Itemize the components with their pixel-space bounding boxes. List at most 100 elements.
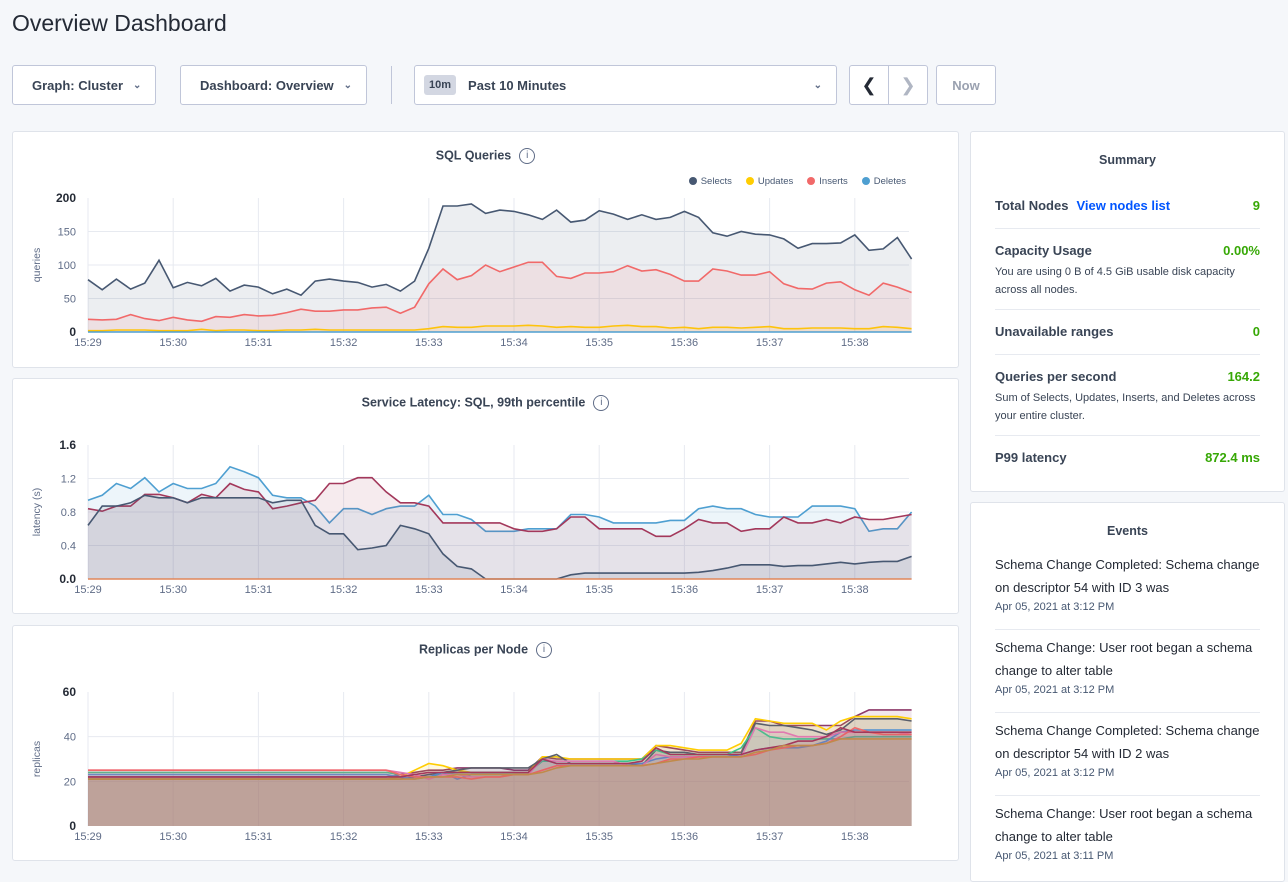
summary-total-nodes: Total Nodes View nodes list 9 — [995, 198, 1260, 213]
dashboard-select-label: Dashboard: Overview — [200, 77, 334, 93]
info-icon[interactable]: i — [593, 395, 610, 411]
chevron-down-icon: ⌄ — [133, 79, 142, 91]
series-area-selects — [88, 204, 912, 332]
value: 9 — [1252, 198, 1260, 213]
label: Total Nodes — [995, 198, 1069, 213]
x-tick-label: 15:38 — [841, 831, 869, 843]
x-tick-label: 15:29 — [74, 337, 102, 349]
x-tick-label: 15:37 — [756, 337, 784, 349]
description: Sum of Selects, Updates, Inserts, and De… — [995, 392, 1256, 422]
x-tick-label: 15:34 — [500, 584, 528, 596]
x-tick-label: 15:36 — [671, 584, 699, 596]
sql-queries-plot: 15:29 15:30 15:31 15:32 15:33 15:34 15:35 15:36… — [31, 191, 913, 349]
chart-title-text: Replicas per Node — [418, 642, 529, 657]
toolbar-divider — [391, 66, 392, 104]
value: 164.2 — [1227, 369, 1260, 384]
chart-legend: Selects Updates Inserts Deletes — [688, 176, 906, 187]
series-area-inserts — [88, 262, 912, 332]
y-tick-label: 0.0 — [59, 572, 76, 586]
series-area-1 — [88, 477, 912, 579]
value: 0 — [1252, 324, 1260, 339]
series-line-selects — [87, 203, 913, 297]
series-area-0 — [88, 466, 912, 579]
series-area-8 — [88, 738, 912, 826]
legend-item-updates: Updates — [745, 176, 793, 187]
summary-capacity: Capacity Usage 0.00% You are using 0 B of … — [995, 243, 1260, 299]
event-item[interactable]: Schema Change Completed: Schema change o… — [995, 719, 1260, 781]
divider — [995, 435, 1260, 436]
info-icon[interactable]: i — [519, 148, 536, 164]
divider — [995, 228, 1260, 229]
events-panel: Events Schema Change Completed: Schema c… — [970, 502, 1285, 882]
event-item[interactable]: Schema Change Completed: Schema change o… — [995, 553, 1260, 615]
x-tick-label: 15:30 — [159, 831, 187, 843]
label: Capacity Usage — [995, 243, 1092, 258]
prev-time-button[interactable]: ❮ — [849, 65, 889, 105]
y-tick-label: 100 — [58, 260, 76, 272]
x-tick-label: 15:34 — [500, 831, 528, 843]
value: 872.4 ms — [1205, 450, 1260, 465]
now-button[interactable]: Now — [936, 65, 996, 105]
view-nodes-link[interactable]: View nodes list — [1076, 198, 1171, 213]
dashboard-select[interactable]: Dashboard: Overview ⌄ — [180, 65, 367, 105]
x-tick-label: 15:30 — [159, 584, 187, 596]
y-axis-label: queries — [31, 248, 43, 282]
x-tick-label: 15:33 — [415, 831, 443, 843]
event-time: Apr 05, 2021 at 3:11 PM — [995, 850, 1114, 862]
y-tick-label: 40 — [64, 732, 76, 744]
events-title: Events — [1107, 524, 1148, 538]
event-time: Apr 05, 2021 at 3:12 PM — [995, 684, 1115, 696]
y-tick-label: 0.8 — [61, 507, 76, 519]
divider — [995, 712, 1260, 713]
divider — [995, 629, 1260, 630]
series-line-0 — [87, 465, 913, 533]
series-area-2 — [88, 495, 912, 579]
x-tick-label: 15:32 — [330, 337, 358, 349]
x-tick-label: 15:31 — [245, 831, 273, 843]
x-tick-label: 15:31 — [245, 584, 273, 596]
y-tick-label: 1.6 — [59, 438, 76, 452]
sql-queries-chart: 15:29 15:30 15:31 15:32 15:33 15:34 15:35 15:36… — [12, 131, 959, 368]
description: You are using 0 B of 4.5 GiB usable disk… — [995, 266, 1235, 296]
series-line-8 — [88, 738, 912, 780]
y-tick-label: 150 — [58, 227, 76, 239]
graph-select[interactable]: Graph: Cluster ⌄ — [12, 65, 156, 105]
series-area-5 — [88, 727, 912, 826]
next-time-button[interactable]: ❯ — [888, 65, 928, 105]
y-tick-label: 200 — [56, 191, 76, 205]
y-tick-label: 0 — [69, 325, 76, 339]
event-text: Schema Change: User root began a schema … — [995, 806, 1253, 844]
legend-dot — [745, 177, 754, 185]
divider — [995, 354, 1260, 355]
chart-title: Replicas per Node i — [13, 642, 958, 658]
chart-title: SQL Queries i — [13, 148, 958, 164]
series-line-inserts — [87, 261, 912, 323]
series-line-7 — [88, 726, 912, 778]
x-tick-label: 15:29 — [74, 831, 102, 843]
x-tick-label: 15:32 — [330, 831, 358, 843]
chevron-down-icon: ⌄ — [343, 79, 353, 91]
y-tick-label: 50 — [64, 294, 76, 306]
x-tick-label: 15:38 — [841, 337, 869, 349]
x-tick-label: 15:34 — [500, 337, 528, 349]
x-tick-label: 15:35 — [585, 831, 613, 843]
legend-item-inserts: Inserts — [807, 176, 848, 187]
series-line-updates — [88, 324, 912, 332]
x-tick-label: 15:35 — [585, 584, 613, 596]
replicas-plot: 15:29 15:30 15:31 15:32 15:33 15:34 15:35 15:36… — [31, 685, 912, 843]
series-line-1 — [87, 476, 912, 538]
series-area-4 — [88, 730, 912, 826]
service-latency-chart: 15:29 15:30 15:31 15:32 15:33 15:34 15:35 15:36… — [12, 378, 959, 614]
event-time: Apr 05, 2021 at 3:12 PM — [995, 601, 1115, 613]
x-tick-label: 15:32 — [330, 584, 358, 596]
x-tick-label: 15:37 — [756, 831, 784, 843]
time-range-select[interactable]: 10m Past 10 Minutes ⌄ — [414, 65, 837, 105]
event-text: Schema Change Completed: Schema change o… — [995, 723, 1260, 761]
summary-panel: Summary Total Nodes View nodes list 9 Capa… — [970, 131, 1285, 492]
x-tick-label: 15:31 — [245, 337, 273, 349]
info-icon[interactable]: i — [536, 642, 553, 658]
y-tick-label: 1.2 — [61, 474, 76, 486]
event-item[interactable]: Schema Change: User root began a schema … — [995, 636, 1260, 698]
event-item[interactable]: Schema Change: User root began a schema … — [995, 802, 1260, 864]
series-area-1 — [88, 716, 912, 826]
